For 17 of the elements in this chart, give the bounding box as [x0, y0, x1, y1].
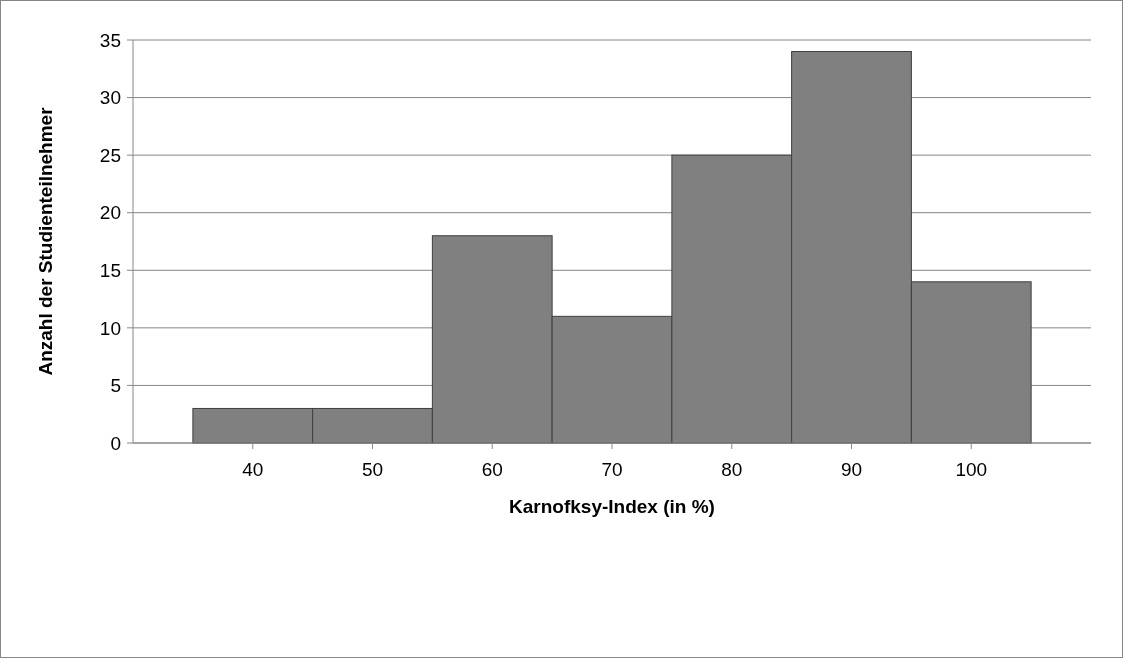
x-tick-label: 40 [242, 459, 264, 480]
x-tick-label: 60 [481, 459, 503, 480]
y-tick-label: 30 [99, 87, 121, 109]
y-tick-label: 10 [99, 317, 121, 339]
x-tick-label: 90 [840, 459, 863, 480]
y-tick-label: 25 [99, 144, 121, 166]
y-axis-title: Anzahl der Studienteilnehmer [35, 106, 56, 376]
y-tick-label: 35 [99, 29, 121, 51]
x-tick-label: 70 [601, 459, 623, 480]
y-tick-label: 5 [110, 375, 121, 397]
x-axis-title: Karnofksy-Index (in %) [509, 496, 715, 517]
y-tick-label: 15 [99, 259, 121, 281]
x-tick-label: 50 [361, 459, 384, 480]
x-tick-label: 100 [955, 459, 988, 480]
y-tick-label: 0 [110, 432, 121, 454]
x-tick-label: 80 [721, 459, 743, 480]
y-tick-label: 20 [99, 202, 121, 224]
